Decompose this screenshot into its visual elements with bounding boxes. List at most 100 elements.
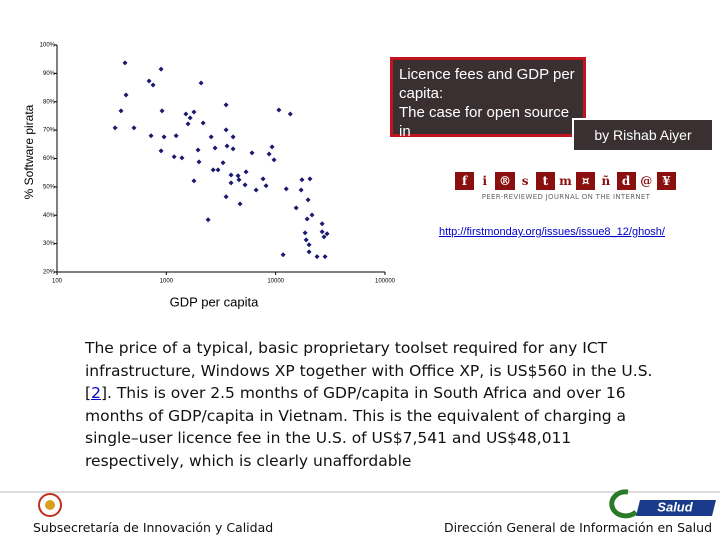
y-axis-label: % Software pirata bbox=[22, 104, 36, 199]
point bbox=[322, 254, 328, 260]
cover-line: The case for open source in bbox=[399, 104, 570, 140]
journal-letter: ñ bbox=[596, 172, 616, 190]
y-tick-label: 70% bbox=[43, 128, 56, 134]
source-link[interactable]: http://firstmonday.org/issues/issue8_12/… bbox=[438, 226, 665, 238]
y-tick-label: 60% bbox=[43, 156, 56, 162]
point bbox=[191, 178, 197, 184]
point bbox=[303, 237, 309, 243]
point bbox=[159, 108, 165, 114]
point bbox=[158, 148, 164, 154]
reference-link[interactable]: 2 bbox=[91, 384, 101, 402]
y-tick-label: 80% bbox=[43, 99, 56, 105]
point bbox=[307, 176, 313, 182]
point bbox=[187, 115, 193, 121]
point bbox=[306, 249, 312, 255]
author: by Rishab Aiyer Ghosh bbox=[572, 118, 714, 173]
journal-logo: f i ® s t m ¤ ñ d @ ¥ bbox=[455, 172, 677, 190]
point bbox=[179, 155, 185, 161]
point bbox=[208, 134, 214, 140]
point bbox=[283, 186, 289, 192]
journal-letter: s bbox=[515, 172, 535, 190]
text: The price of a typical, basic proprietar… bbox=[85, 339, 653, 402]
paragraph: The price of a typical, basic proprietar… bbox=[85, 337, 655, 472]
point bbox=[299, 177, 305, 183]
emblem-center bbox=[45, 500, 55, 510]
point bbox=[173, 133, 179, 139]
journal-letter: ¤ bbox=[576, 172, 596, 190]
journal-letter: f bbox=[455, 172, 475, 190]
point bbox=[293, 205, 299, 211]
point bbox=[237, 201, 243, 207]
journal-letter: i bbox=[475, 172, 495, 190]
point bbox=[195, 147, 201, 153]
brand-swoosh bbox=[609, 489, 638, 519]
point bbox=[321, 234, 327, 240]
point bbox=[269, 144, 275, 150]
x-tick-label: 1000 bbox=[160, 279, 174, 285]
point bbox=[220, 160, 226, 166]
x-tick-label: 100000 bbox=[375, 279, 396, 285]
point bbox=[276, 107, 282, 113]
point bbox=[123, 92, 129, 98]
point bbox=[161, 134, 167, 140]
point bbox=[183, 111, 189, 117]
point bbox=[280, 252, 286, 258]
point bbox=[118, 108, 124, 114]
y-tick-label: 100% bbox=[40, 43, 56, 49]
point bbox=[228, 172, 234, 178]
point bbox=[210, 167, 216, 173]
point bbox=[324, 231, 330, 237]
point bbox=[253, 187, 259, 193]
footer-right: Dirección General de Información en Salu… bbox=[443, 520, 712, 535]
brand-bar bbox=[636, 500, 716, 516]
point bbox=[212, 145, 218, 151]
point bbox=[304, 216, 310, 222]
journal-letter: m bbox=[555, 172, 576, 190]
point bbox=[224, 143, 230, 149]
point bbox=[200, 120, 206, 126]
point bbox=[148, 133, 154, 139]
point bbox=[122, 60, 128, 66]
point bbox=[271, 157, 277, 163]
point bbox=[298, 187, 304, 193]
point bbox=[287, 111, 293, 117]
point bbox=[314, 254, 320, 260]
cover-line: Licence fees and GDP per capita: bbox=[399, 66, 575, 102]
point bbox=[223, 127, 229, 133]
x-axis-label: GDP per capita bbox=[170, 294, 259, 309]
x-tick-label: 100 bbox=[52, 279, 63, 285]
point bbox=[191, 109, 197, 115]
journal-letter: ¥ bbox=[656, 172, 677, 190]
text: ]. This is over 2.5 months of GDP/capita… bbox=[85, 384, 627, 470]
cover-image: Licence fees and GDP per capita: The cas… bbox=[390, 57, 586, 159]
point bbox=[150, 82, 156, 88]
point bbox=[236, 177, 242, 183]
point bbox=[243, 169, 249, 175]
point bbox=[158, 66, 164, 72]
brand-text: Salud bbox=[657, 499, 693, 514]
point bbox=[215, 167, 221, 173]
point bbox=[319, 221, 325, 227]
point bbox=[131, 125, 137, 131]
point bbox=[302, 230, 308, 236]
point bbox=[185, 121, 191, 127]
point bbox=[309, 212, 315, 218]
point bbox=[171, 154, 177, 160]
journal-tagline: PEER-REVIEWED JOURNAL ON THE INTERNET bbox=[481, 193, 651, 201]
point bbox=[112, 125, 118, 131]
point bbox=[223, 194, 229, 200]
point bbox=[260, 176, 266, 182]
y-tick-label: 90% bbox=[43, 71, 56, 77]
point bbox=[249, 150, 255, 156]
point bbox=[263, 183, 269, 189]
point bbox=[230, 146, 236, 152]
point bbox=[223, 102, 229, 108]
point bbox=[228, 180, 234, 186]
point bbox=[266, 151, 272, 157]
point bbox=[242, 182, 248, 188]
journal-letter: @ bbox=[636, 172, 656, 190]
y-tick-label: 30% bbox=[43, 241, 56, 247]
journal-letter: d bbox=[616, 172, 636, 190]
